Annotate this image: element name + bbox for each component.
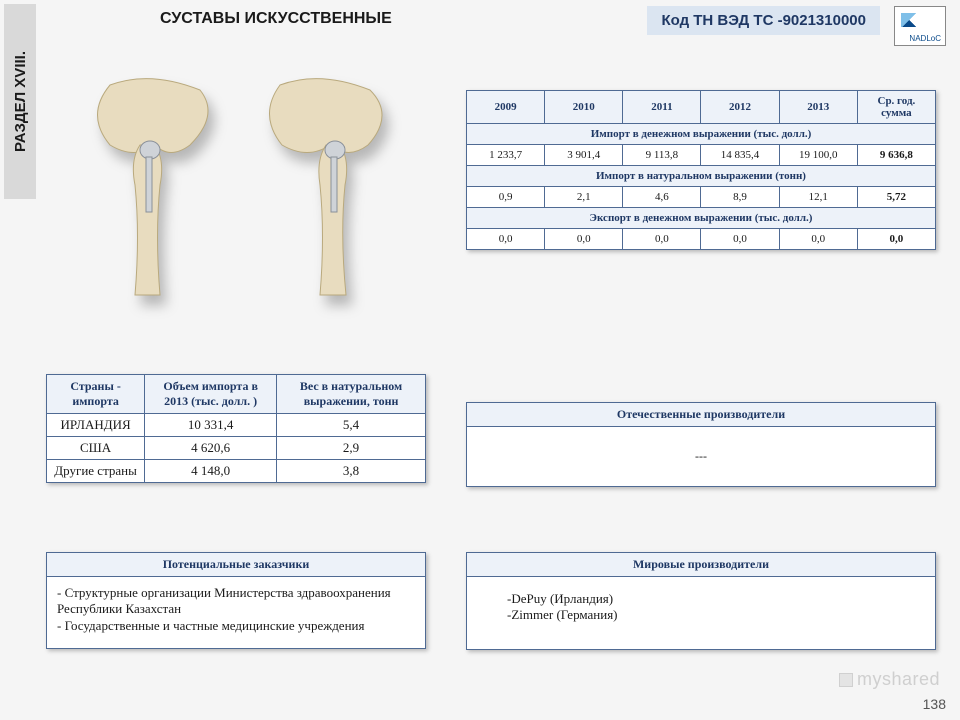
- countries-col: Объем импорта в 2013 (тыс. долл. ): [145, 375, 277, 414]
- stats-cell: 12,1: [779, 187, 857, 208]
- countries-cell: 2,9: [277, 437, 426, 460]
- stats-col: 2010: [545, 91, 623, 124]
- stats-cell: 2,1: [545, 187, 623, 208]
- stats-cell: 0,0: [779, 229, 857, 250]
- stats-cell: 5,72: [857, 187, 935, 208]
- hip-right-icon: [250, 75, 400, 305]
- countries-cell: Другие страны: [47, 460, 145, 483]
- stats-cell: 1 233,7: [467, 145, 545, 166]
- domestic-header: Отечественные производители: [467, 403, 936, 427]
- stats-col: 2011: [623, 91, 701, 124]
- countries-col: Вес в натуральном выражении, тонн: [277, 375, 426, 414]
- stats-table: 20092010201120122013Ср. год. сумма Импор…: [466, 90, 936, 250]
- section-tab: РАЗДЕЛ XVIII.: [4, 4, 36, 199]
- world-body: -DePuy (Ирландия)-Zimmer (Германия): [467, 577, 936, 650]
- illustration: [60, 60, 420, 320]
- world-table: Мировые производители -DePuy (Ирландия)-…: [466, 552, 936, 650]
- countries-table: Страны - импортаОбъем импорта в 2013 (ты…: [46, 374, 426, 483]
- stats-cell: 9 636,8: [857, 145, 935, 166]
- stats-col: 2012: [701, 91, 779, 124]
- countries-cell: 4 620,6: [145, 437, 277, 460]
- stats-subhead: Импорт в денежном выражении (тыс. долл.): [467, 124, 936, 145]
- stats-cell: 9 113,8: [623, 145, 701, 166]
- stats-cell: 19 100,0: [779, 145, 857, 166]
- countries-col: Страны - импорта: [47, 375, 145, 414]
- customers-header: Потенциальные заказчики: [47, 553, 426, 577]
- domestic-body: ---: [467, 427, 936, 487]
- stats-subhead: Экспорт в денежном выражении (тыс. долл.…: [467, 208, 936, 229]
- countries-cell: ИРЛАНДИЯ: [47, 414, 145, 437]
- page-number: 138: [923, 696, 946, 712]
- countries-cell: 4 148,0: [145, 460, 277, 483]
- stats-cell: 0,0: [623, 229, 701, 250]
- world-header: Мировые производители: [467, 553, 936, 577]
- logo-text: NADLoC: [909, 34, 941, 43]
- stats-cell: 14 835,4: [701, 145, 779, 166]
- stats-cell: 8,9: [701, 187, 779, 208]
- section-label: РАЗДЕЛ XVIII.: [12, 51, 29, 152]
- domestic-table: Отечественные производители ---: [466, 402, 936, 487]
- countries-cell: 3,8: [277, 460, 426, 483]
- stats-col: 2013: [779, 91, 857, 124]
- logo: NADLoC: [894, 6, 946, 46]
- stats-col: 2009: [467, 91, 545, 124]
- stats-cell: 0,0: [701, 229, 779, 250]
- hip-left-icon: [80, 75, 230, 305]
- stats-cell: 0,0: [857, 229, 935, 250]
- stats-subhead: Импорт в натуральном выражении (тонн): [467, 166, 936, 187]
- stats-cell: 0,0: [545, 229, 623, 250]
- countries-cell: США: [47, 437, 145, 460]
- stats-col: Ср. год. сумма: [857, 91, 935, 124]
- code-badge: Код ТН ВЭД ТС -9021310000: [647, 6, 880, 35]
- watermark: myshared: [839, 669, 940, 690]
- stats-cell: 4,6: [623, 187, 701, 208]
- customers-table: Потенциальные заказчики - Структурные ор…: [46, 552, 426, 649]
- countries-cell: 5,4: [277, 414, 426, 437]
- stats-cell: 0,9: [467, 187, 545, 208]
- page-title: СУСТАВЫ ИСКУССТВЕННЫЕ: [160, 10, 392, 28]
- customers-body: - Структурные организации Министерства з…: [47, 577, 426, 649]
- stats-cell: 0,0: [467, 229, 545, 250]
- stats-cell: 3 901,4: [545, 145, 623, 166]
- countries-cell: 10 331,4: [145, 414, 277, 437]
